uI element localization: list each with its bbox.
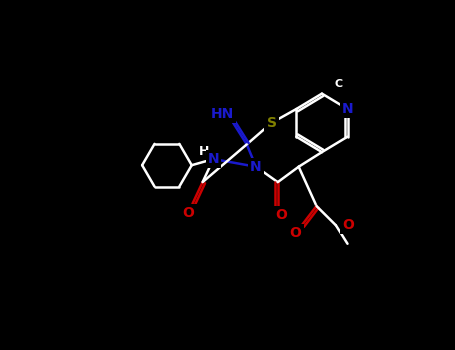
Text: O: O (276, 208, 288, 222)
Text: O: O (342, 218, 354, 232)
Text: N: N (342, 102, 354, 116)
Text: N: N (250, 160, 262, 174)
Text: N: N (207, 152, 219, 166)
Text: O: O (183, 206, 195, 220)
Text: HN: HN (210, 107, 233, 121)
Text: O: O (290, 226, 302, 240)
Text: S: S (267, 116, 277, 130)
Text: H: H (199, 145, 209, 158)
Text: C: C (335, 79, 343, 89)
